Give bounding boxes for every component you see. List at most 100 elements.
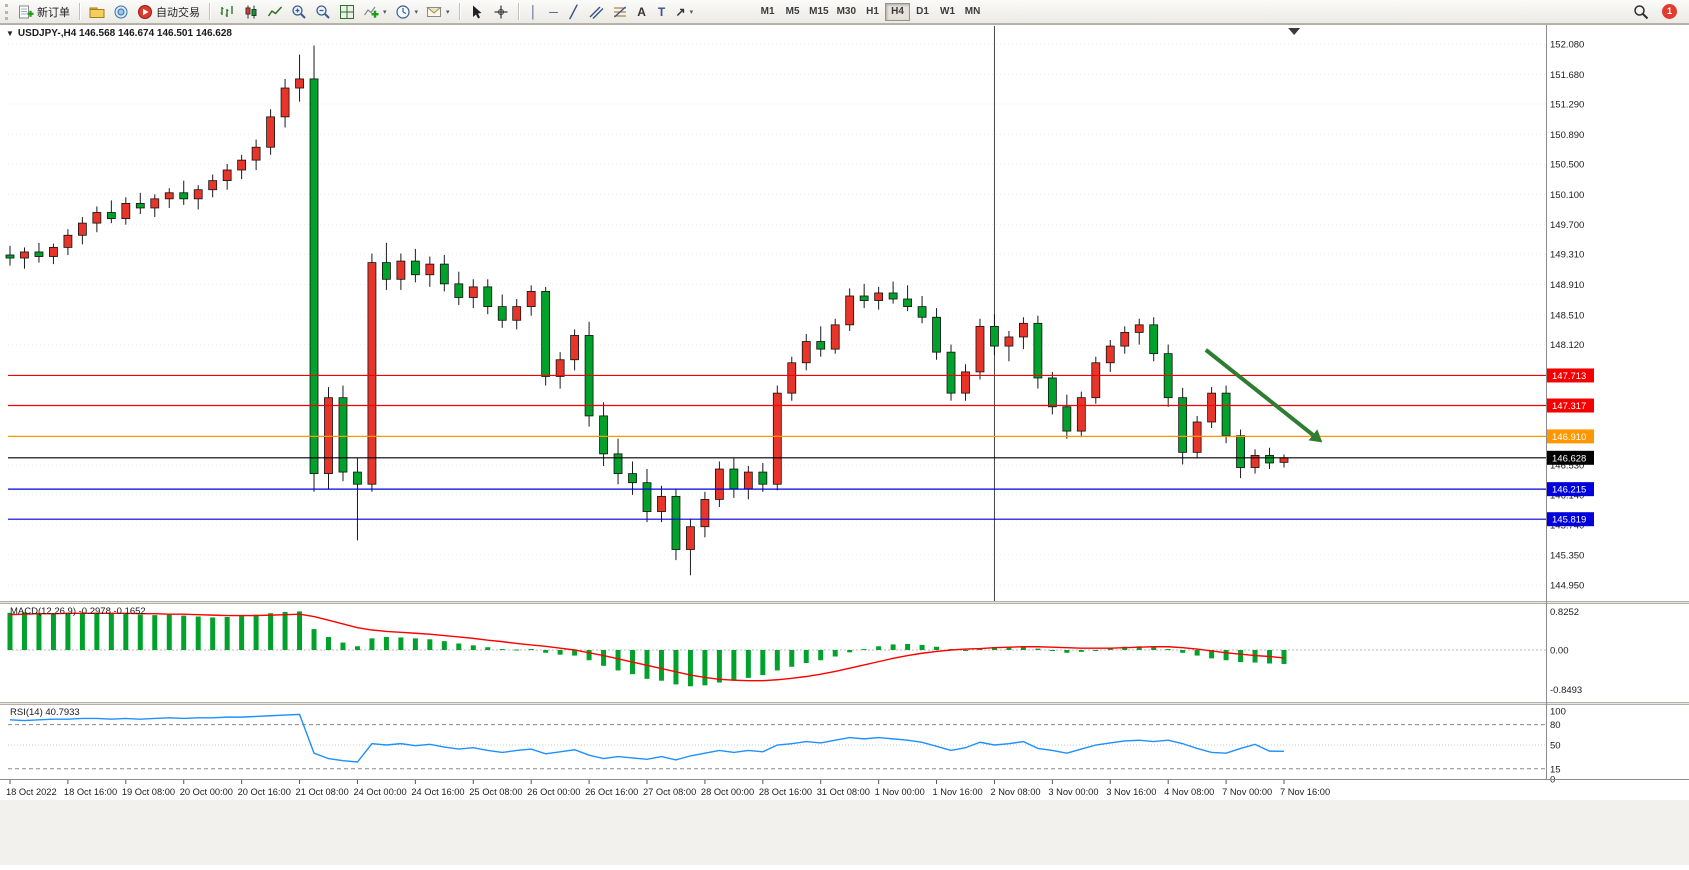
- macd-bar: [1136, 646, 1142, 650]
- macd-bar: [383, 636, 389, 650]
- zoom-out-button[interactable]: [311, 2, 335, 22]
- time-axis-strip[interactable]: [0, 779, 1689, 800]
- tile-windows-button[interactable]: [335, 2, 359, 22]
- svg-text:149.700: 149.700: [1550, 220, 1584, 231]
- cursor-tool-button[interactable]: [465, 2, 489, 22]
- symbol-dropdown-icon[interactable]: ▼: [6, 29, 14, 38]
- text-tool-button[interactable]: A: [632, 2, 652, 22]
- candle: [382, 242, 391, 290]
- timeframe-m5-button[interactable]: M5: [780, 3, 805, 21]
- vertical-line-tool-button[interactable]: │: [524, 2, 544, 22]
- candle: [512, 299, 522, 330]
- chart-svg[interactable]: 152.080 151.680 151.290 150.890 150.500 150.1…: [0, 24, 1689, 865]
- symbol-ohlc-text: USDJPY-,H4 146.568 146.674 146.501 146.6…: [17, 28, 232, 39]
- macd-bar: [224, 616, 230, 650]
- macd-bar: [412, 638, 418, 650]
- trendline-tool-button[interactable]: ╱: [564, 2, 584, 22]
- svg-text:26 Oct 16:00: 26 Oct 16:00: [585, 787, 638, 797]
- folder-button[interactable]: [85, 2, 109, 22]
- candle: [222, 163, 232, 190]
- macd-bar: [354, 646, 360, 650]
- autotrading-button[interactable]: 自动交易: [133, 2, 204, 22]
- toolbar-separator: [209, 3, 210, 20]
- macd-bar: [991, 647, 997, 650]
- svg-text:7 Nov 16:00: 7 Nov 16:00: [1280, 787, 1330, 797]
- macd-pane-splitter[interactable]: [0, 601, 1689, 604]
- candle: [946, 344, 956, 401]
- status-strip: [0, 800, 1689, 865]
- macd-bar: [687, 650, 693, 687]
- macd-bar: [1151, 647, 1157, 650]
- svg-text:150.890: 150.890: [1550, 130, 1584, 141]
- new-order-button[interactable]: 新订单: [14, 2, 74, 22]
- channel-tool-button[interactable]: [584, 2, 608, 22]
- candlestick-chart-type-button[interactable]: [239, 2, 263, 22]
- timeframe-mn-button[interactable]: MN: [960, 3, 985, 21]
- candle: [1019, 317, 1028, 350]
- svg-text:146.628: 146.628: [1552, 453, 1586, 464]
- search-button[interactable]: [1629, 2, 1653, 22]
- macd-bar: [919, 644, 925, 650]
- macd-bar: [94, 612, 100, 650]
- candle: [439, 255, 449, 292]
- profiles-button[interactable]: [109, 2, 133, 22]
- macd-bar: [528, 649, 534, 651]
- arrow-icon: ↗: [675, 4, 686, 19]
- candle: [367, 253, 377, 492]
- chart-canvas[interactable]: 152.080 151.680 151.290 150.890 150.500 150.1…: [0, 24, 1689, 865]
- chart-shift-marker[interactable]: [1288, 28, 1301, 35]
- candle: [758, 462, 768, 492]
- svg-text:150.100: 150.100: [1550, 190, 1584, 201]
- svg-text:20 Oct 16:00: 20 Oct 16:00: [238, 787, 291, 797]
- macd-bar: [557, 650, 563, 655]
- candle: [280, 78, 290, 128]
- indicators-button[interactable]: ▾: [359, 2, 391, 22]
- fibonacci-tool-button[interactable]: [608, 2, 632, 22]
- macd-bar: [108, 613, 114, 650]
- candle: [135, 192, 145, 215]
- bar-chart-type-button[interactable]: [215, 2, 239, 22]
- time-axis[interactable]: 18 Oct 2022 18 Oct 16:00 19 Oct 08:00 20 Oc…: [6, 780, 1330, 797]
- macd-bar: [326, 636, 331, 650]
- macd-bar: [1238, 650, 1244, 663]
- vertical-line-icon: │: [529, 4, 538, 19]
- macd-bar: [210, 617, 216, 650]
- timeframe-m1-button[interactable]: M1: [755, 3, 780, 21]
- templates-button[interactable]: ▾: [422, 2, 454, 22]
- svg-text:18 Oct 16:00: 18 Oct 16:00: [64, 787, 117, 797]
- candle: [1120, 326, 1130, 354]
- main-toolbar: 新订单 自动交易: [0, 0, 1689, 24]
- svg-text:26 Oct 00:00: 26 Oct 00:00: [527, 787, 580, 797]
- toolbar-drag-handle[interactable]: [5, 3, 10, 20]
- macd-bar: [166, 614, 172, 650]
- price-axis[interactable]: [1546, 24, 1689, 779]
- notification-badge[interactable]: 1: [1662, 4, 1677, 19]
- label-tool-button[interactable]: T: [652, 2, 672, 22]
- candle: [77, 217, 87, 245]
- line-chart-type-button[interactable]: [263, 2, 287, 22]
- timeframe-h4-button[interactable]: H4: [885, 2, 911, 21]
- svg-text:3 Nov 00:00: 3 Nov 00:00: [1048, 787, 1098, 797]
- crosshair-icon: [494, 5, 508, 18]
- profiles-icon: [114, 5, 128, 18]
- horizontal-line-tool-button[interactable]: ─: [544, 2, 564, 22]
- zoom-in-button[interactable]: [287, 2, 311, 22]
- crosshair-tool-button[interactable]: [489, 2, 513, 22]
- trend-arrow[interactable]: [1204, 348, 1323, 443]
- timeframe-m15-button[interactable]: M15: [805, 3, 832, 21]
- macd-bar: [586, 650, 592, 661]
- candle: [714, 461, 724, 507]
- timeframe-m30-button[interactable]: M30: [833, 3, 860, 21]
- candle: [1105, 340, 1115, 372]
- timeframe-d1-button[interactable]: D1: [910, 3, 935, 21]
- rsi-pane-splitter[interactable]: [0, 702, 1689, 705]
- timeframe-w1-button[interactable]: W1: [935, 3, 960, 21]
- arrows-tool-button[interactable]: ↗ ▾: [672, 2, 698, 22]
- candle: [671, 488, 681, 561]
- periods-button[interactable]: ▾: [391, 2, 423, 22]
- svg-text:31 Oct 08:00: 31 Oct 08:00: [817, 787, 870, 797]
- timeframe-h1-button[interactable]: H1: [860, 3, 885, 21]
- macd-bar: [123, 613, 129, 650]
- bar-chart-icon: [220, 5, 233, 17]
- candles-layer: [5, 45, 1289, 576]
